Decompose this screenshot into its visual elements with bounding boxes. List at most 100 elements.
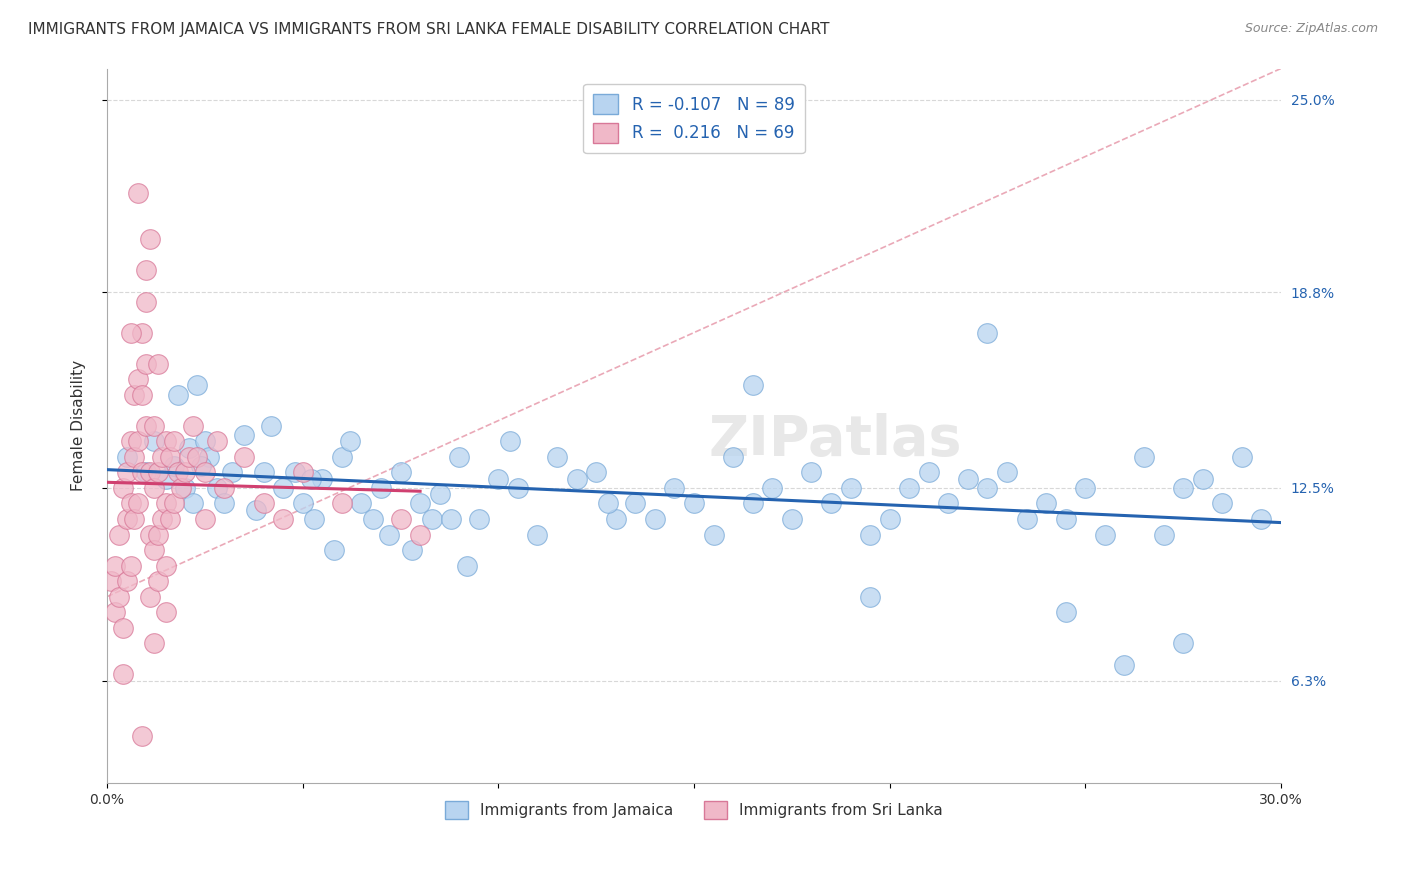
Point (839, 481, 862, 495)
Point (389, 512, 412, 526)
Point (181, 496, 204, 510)
Point (976, 481, 998, 495)
Point (155, 558, 177, 573)
Point (214, 481, 236, 495)
Point (1054, 512, 1077, 526)
Point (111, 481, 134, 495)
Point (585, 466, 607, 480)
Point (186, 378, 208, 392)
Point (526, 527, 548, 541)
Point (468, 512, 491, 526)
Point (291, 496, 314, 510)
Point (1133, 450, 1156, 464)
Point (120, 434, 142, 449)
Point (311, 472, 333, 486)
Point (198, 450, 221, 464)
Point (186, 450, 208, 464)
Point (299, 472, 322, 486)
Point (143, 418, 166, 433)
Point (936, 496, 959, 510)
Point (1094, 527, 1116, 541)
Legend: Immigrants from Jamaica, Immigrants from Sri Lanka: Immigrants from Jamaica, Immigrants from… (439, 795, 949, 825)
Point (486, 472, 509, 486)
Point (120, 326, 142, 340)
Point (339, 434, 361, 449)
Point (378, 527, 401, 541)
Point (120, 558, 142, 573)
Point (155, 605, 177, 619)
Point (683, 496, 706, 510)
Point (624, 496, 647, 510)
Point (271, 512, 294, 526)
Point (115, 450, 138, 464)
Point (260, 418, 283, 433)
Point (429, 487, 451, 501)
Point (995, 466, 1018, 480)
Y-axis label: Female Disability: Female Disability (72, 360, 86, 491)
Point (135, 357, 157, 371)
Point (956, 472, 979, 486)
Point (115, 512, 138, 526)
Point (131, 730, 153, 744)
Point (146, 357, 169, 371)
Point (194, 512, 217, 526)
Point (271, 481, 294, 495)
Point (370, 481, 392, 495)
Point (664, 481, 686, 495)
Point (174, 481, 197, 495)
Point (1191, 472, 1213, 486)
Point (162, 434, 184, 449)
Point (104, 558, 127, 573)
Text: IMMIGRANTS FROM JAMAICA VS IMMIGRANTS FROM SRI LANKA FEMALE DISABILITY CORRELATI: IMMIGRANTS FROM JAMAICA VS IMMIGRANTS FR… (28, 22, 830, 37)
Point (233, 450, 256, 464)
Point (124, 388, 146, 402)
Point (108, 590, 131, 604)
Point (389, 466, 412, 480)
Point (174, 466, 197, 480)
Point (918, 466, 941, 480)
Point (150, 512, 173, 526)
Point (131, 466, 153, 480)
Point (361, 512, 384, 526)
Point (1054, 605, 1077, 619)
Point (449, 450, 471, 464)
Point (1114, 658, 1136, 673)
Point (181, 418, 204, 433)
Point (741, 496, 763, 510)
Point (1211, 496, 1233, 510)
Point (166, 466, 188, 480)
Point (124, 450, 146, 464)
Point (194, 466, 217, 480)
Point (155, 472, 177, 486)
Point (506, 481, 529, 495)
Point (879, 512, 901, 526)
Point (100, 574, 122, 588)
Point (190, 459, 212, 474)
Point (159, 450, 181, 464)
Point (135, 418, 157, 433)
Point (233, 428, 256, 442)
Point (104, 605, 127, 619)
Point (859, 527, 882, 541)
Point (179, 441, 201, 455)
Point (155, 496, 177, 510)
Point (1171, 481, 1194, 495)
Point (143, 543, 166, 558)
Point (194, 434, 217, 449)
Point (245, 502, 267, 516)
Point (1171, 636, 1194, 650)
Point (170, 481, 193, 495)
Point (1074, 481, 1097, 495)
Point (221, 466, 243, 480)
Point (304, 512, 326, 526)
Point (1035, 496, 1057, 510)
Point (143, 434, 166, 449)
Point (131, 326, 153, 340)
Point (143, 481, 166, 495)
Point (127, 372, 149, 386)
Point (115, 574, 138, 588)
Point (820, 496, 842, 510)
Point (644, 512, 666, 526)
Point (420, 512, 443, 526)
Point (135, 294, 157, 309)
